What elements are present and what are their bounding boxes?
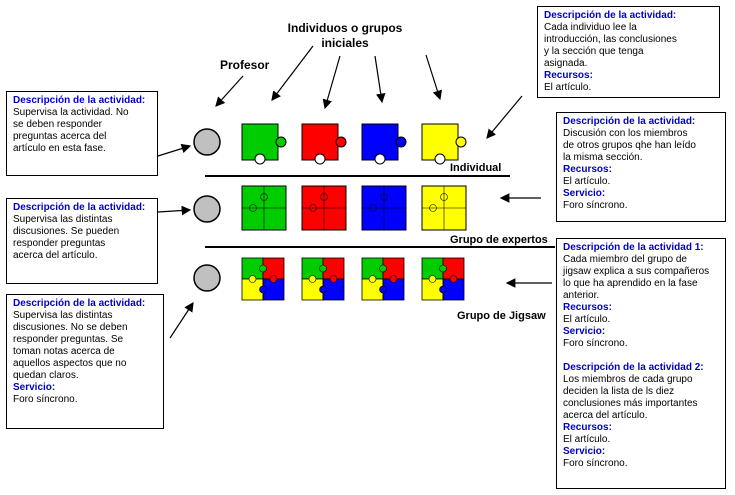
arrow-box2-to-circle: [157, 205, 192, 216]
right-box-text: Cada individuo lee la introducción, las …: [544, 22, 677, 69]
arrow-righttop-to-yellow: [486, 95, 523, 139]
puzzle-jigsaw-knob-b-4: [449, 275, 458, 283]
puzzle-jigsaw-knob-c-3: [368, 275, 377, 283]
groups-title: Individuos o grupos iniciales: [287, 21, 403, 50]
arrow-title-to-red: [322, 55, 341, 110]
professor-circle-2: [193, 195, 221, 223]
right-box-text-1: Cada miembro del grupo de jigsaw explica…: [563, 254, 710, 301]
professor-circle-3: [193, 264, 221, 292]
left-box-heading: Descripción de la actividad:: [13, 298, 146, 309]
professor-label: Profesor: [220, 58, 270, 72]
puzzle-jigsaw-knob-c-2: [308, 275, 317, 283]
right-box-heading-1: Descripción de la actividad 1:: [563, 242, 704, 253]
left-box-service-heading: Servicio:: [13, 382, 56, 393]
right-box-heading-2: Descripción de la actividad 2:: [563, 362, 704, 373]
puzzle-jigsaw-knob-d-2: [319, 285, 327, 294]
right-box-service-heading: Servicio:: [563, 188, 606, 199]
right-box-service-heading-2: Servicio:: [563, 446, 606, 457]
right-box-service-text-2: Foro síncrono.: [563, 458, 628, 469]
left-box-service-text: Foro síncrono.: [13, 394, 78, 405]
right-box-experts: Descripción de la actividad: Discusión c…: [556, 112, 726, 222]
puzzle-knob-individual-blue: [395, 136, 407, 148]
puzzle-expert-knob2-green: [249, 204, 257, 212]
left-box-text: Supervisa las distintas discusiones. Se …: [13, 214, 120, 261]
arrow-title-to-yellow: [425, 54, 443, 101]
puzzle-expert-knob-red: [320, 193, 328, 201]
puzzle-notch-individual-green: [254, 153, 266, 165]
left-box-text: Supervisa la actividad. No se deben resp…: [13, 107, 129, 154]
puzzle-jigsaw-knob-a-1: [259, 264, 267, 273]
puzzle-jigsaw-knob-d-1: [259, 285, 267, 294]
puzzle-expert-knob2-blue: [369, 204, 377, 212]
row-label-jigsaw: Grupo de Jigsaw: [457, 310, 546, 322]
puzzle-expert-knob-blue: [380, 193, 388, 201]
right-box-text-2: Los miembros de cada grupo deciden la li…: [563, 374, 698, 421]
puzzle-jigsaw-knob-c-4: [428, 275, 437, 283]
puzzle-jigsaw-knob-c-1: [248, 275, 257, 283]
puzzle-jigsaw-knob-b-2: [329, 275, 338, 283]
puzzle-expert-knob2-red: [309, 204, 317, 212]
puzzle-notch-individual-red: [314, 153, 326, 165]
row-label-experts: Grupo de expertos: [450, 234, 548, 246]
right-box-resources-text: El artículo.: [563, 176, 611, 187]
right-box-resources-heading: Recursos:: [563, 164, 612, 175]
left-box-individual: Descripción de la actividad: Supervisa l…: [6, 91, 158, 176]
left-box-jigsaw: Descripción de la actividad: Supervisa l…: [6, 294, 164, 429]
left-box-experts: Descripción de la actividad: Supervisa l…: [6, 198, 158, 284]
right-box-jigsaw: Descripción de la actividad 1: Cada miem…: [556, 238, 726, 489]
puzzle-notch-individual-yellow: [434, 153, 446, 165]
puzzle-knob-individual-red: [335, 136, 347, 148]
right-box-heading: Descripción de la actividad:: [563, 116, 696, 127]
puzzle-expert-knob-yellow: [440, 193, 448, 201]
right-box-individual: Descripción de la actividad: Cada indivi…: [537, 6, 720, 98]
puzzle-jigsaw-knob-b-1: [269, 275, 278, 283]
puzzle-knob-individual-yellow: [455, 136, 467, 148]
puzzle-jigsaw-knob-d-3: [379, 285, 387, 294]
left-box-heading: Descripción de la actividad:: [13, 202, 146, 213]
arrow-title-to-blue: [374, 55, 386, 104]
puzzle-knob-individual-green: [275, 136, 287, 148]
puzzle-expert-knob-green: [260, 193, 268, 201]
right-box-service-text-1: Foro síncrono.: [563, 338, 628, 349]
right-box-service-text: Foro síncrono.: [563, 200, 628, 211]
puzzle-jigsaw-knob-a-4: [439, 264, 447, 273]
right-box-service-heading-1: Servicio:: [563, 326, 606, 337]
puzzle-expert-knob2-yellow: [429, 204, 437, 212]
row-label-individual: Individual: [450, 162, 502, 174]
puzzle-jigsaw-knob-a-2: [319, 264, 327, 273]
arrow-box3-to-circle: [169, 301, 194, 339]
right-box-resources-text: El artículo.: [544, 82, 592, 93]
right-box-resources-heading: Recursos:: [544, 70, 593, 81]
right-box-resources-heading-1: Recursos:: [563, 302, 612, 313]
puzzle-jigsaw-knob-a-3: [379, 264, 387, 273]
arrow-professor-to-circle: [215, 75, 244, 107]
left-box-text: Supervisa las distintas discusiones. No …: [13, 310, 128, 381]
professor-circle-1: [193, 128, 221, 156]
puzzle-notch-individual-blue: [374, 153, 386, 165]
right-box-resources-heading-2: Recursos:: [563, 422, 612, 433]
right-box-resources-text-2: El artículo.: [563, 434, 611, 445]
puzzle-jigsaw-knob-b-3: [389, 275, 398, 283]
right-box-resources-text-1: El artículo.: [563, 314, 611, 325]
puzzle-jigsaw-knob-d-4: [439, 285, 447, 294]
arrow-box1-to-circle: [157, 143, 192, 157]
left-box-heading: Descripción de la actividad:: [13, 95, 146, 106]
arrow-title-to-green: [271, 45, 314, 101]
right-box-heading: Descripción de la actividad:: [544, 10, 677, 21]
right-box-text: Discusión con los miembros de otros grup…: [563, 128, 696, 163]
